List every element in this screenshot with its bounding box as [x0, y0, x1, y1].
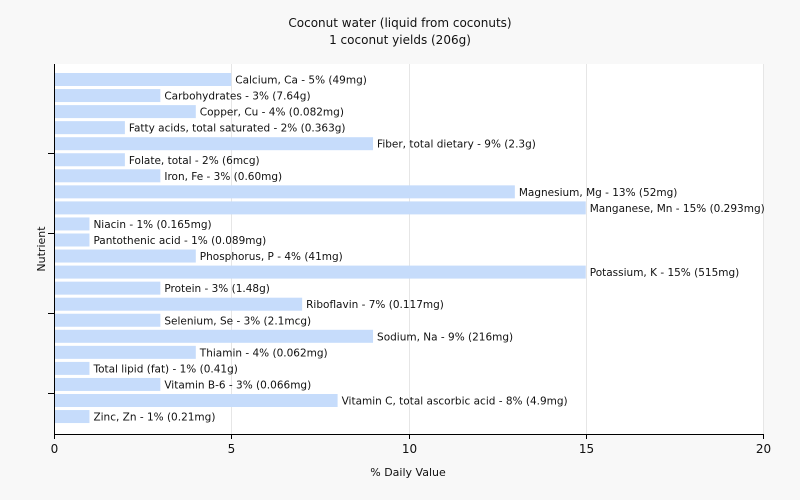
bar-label: Vitamin C, total ascorbic acid - 8% (4.9… [342, 396, 568, 408]
x-axis-title: % Daily Value [370, 466, 446, 479]
chart-subtitle: 1 coconut yields (206g) [329, 33, 471, 47]
bar [55, 249, 196, 263]
bar-labels: Calcium, Ca - 5% (49mg) Carbohydrates - 3… [92, 75, 764, 424]
x-tick-label: 20 [756, 442, 771, 456]
bar [55, 169, 161, 183]
bar-label: Riboflavin - 7% (0.117mg) [306, 299, 444, 311]
x-tick-label: 5 [228, 442, 236, 456]
chart-title: Coconut water (liquid from coconuts) [288, 16, 511, 30]
bar-label: Fatty acids, total saturated - 2% (0.363… [129, 123, 346, 135]
bar [55, 121, 125, 135]
x-tick-label: 10 [402, 442, 417, 456]
bar-label: Copper, Cu - 4% (0.082mg) [200, 107, 344, 119]
bar [55, 361, 90, 375]
bar [55, 201, 586, 215]
bar [55, 281, 161, 295]
bar-label: Thiamin - 4% (0.062mg) [199, 347, 328, 359]
bar [55, 73, 232, 86]
bar [55, 89, 161, 103]
bar-label: Fiber, total dietary - 9% (2.3g) [377, 139, 536, 151]
bar-label: Selenium, Se - 3% (2.1mcg) [164, 315, 311, 327]
bar-label: Iron, Fe - 3% (0.60mg) [164, 171, 282, 183]
bar [55, 233, 90, 247]
bar-label: Total lipid (fat) - 1% (0.41g) [92, 363, 237, 375]
bar-label: Calcium, Ca - 5% (49mg) [235, 75, 367, 87]
bar [55, 137, 374, 151]
bar-label: Pantothenic acid - 1% (0.089mg) [93, 235, 266, 247]
bar [55, 377, 161, 391]
bar [55, 217, 90, 231]
bar [55, 410, 90, 424]
bar [55, 329, 374, 343]
bar [55, 345, 196, 359]
bar-label: Zinc, Zn - 1% (0.21mg) [93, 412, 215, 424]
bar-label: Phosphorus, P - 4% (41mg) [200, 251, 343, 263]
bar [55, 185, 515, 199]
bar-label: Sodium, Na - 9% (216mg) [377, 331, 513, 343]
x-tick-label: 15 [579, 442, 594, 456]
bar-label: Carbohydrates - 3% (7.64g) [164, 91, 310, 103]
bar [55, 297, 303, 311]
grid-lines [231, 64, 764, 434]
plot-area [54, 64, 763, 434]
y-axis-title: Nutrient [35, 226, 48, 272]
bar [55, 265, 586, 279]
bar [55, 153, 125, 167]
bars [55, 73, 586, 424]
bar-label: Manganese, Mn - 15% (0.293mg) [590, 203, 765, 215]
bar-label: Folate, total - 2% (6mcg) [129, 155, 260, 167]
bar-label: Potassium, K - 15% (515mg) [590, 267, 740, 279]
bar-label: Protein - 3% (1.48g) [164, 283, 270, 295]
bar [55, 105, 196, 119]
axes: 0 5 10 15 20 [48, 64, 771, 456]
x-tick-label: 0 [51, 442, 59, 456]
bar-label: Magnesium, Mg - 13% (52mg) [519, 187, 678, 199]
bar-label: Vitamin B-6 - 3% (0.066mg) [164, 379, 311, 391]
bar [55, 313, 161, 327]
bar-label: Niacin - 1% (0.165mg) [93, 219, 211, 231]
bar [55, 394, 338, 407]
